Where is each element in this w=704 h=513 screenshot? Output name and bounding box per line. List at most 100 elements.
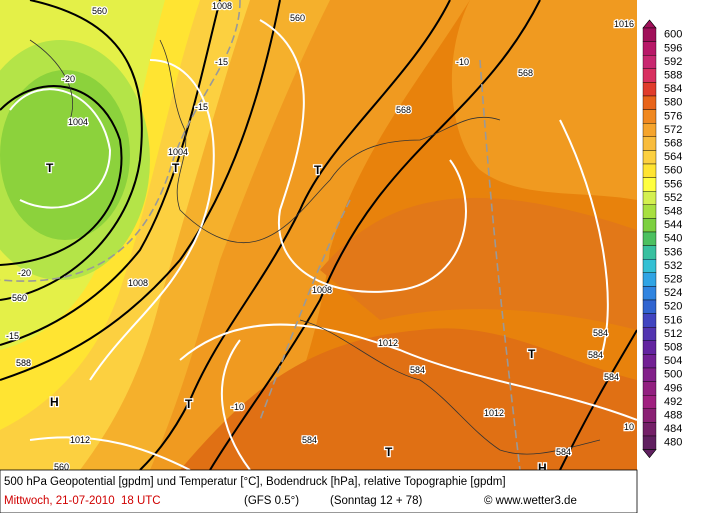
footer-model: (GFS 0.5°) [244,495,299,507]
contour-label: 584 [588,350,603,360]
legend-swatch [642,55,657,70]
contour-label: 1004 [168,147,188,157]
legend-label: 484 [664,423,682,435]
legend-label: 556 [664,178,682,190]
pressure-center-label: T [385,445,393,459]
contour-label: 584 [593,328,608,338]
legend-label: 548 [664,206,682,218]
legend-swatch [642,408,657,423]
contour-label: -15 [6,331,19,341]
legend-swatch [642,82,657,97]
legend-label: 568 [664,138,682,150]
legend-label: 488 [664,410,682,422]
legend-label: 576 [664,110,682,122]
contour-label: 1012 [378,338,398,348]
legend-swatch [642,150,657,165]
temperature-lines [0,0,521,470]
footer-description: 500 hPa Geopotential [gpdm] und Temperat… [4,476,506,488]
contour-label: 568 [396,105,411,115]
legend-label: 524 [664,287,682,299]
contour-label: 584 [604,372,619,382]
legend-swatch [642,204,657,219]
legend-label: 552 [664,192,682,204]
legend-swatch [642,367,657,382]
legend-swatch [642,435,657,450]
legend-label: 532 [664,260,682,272]
legend-label: 596 [664,42,682,54]
legend-label: 492 [664,396,682,408]
legend-swatch [642,422,657,437]
legend-arrow-top [642,19,657,29]
pressure-lines [9,19,637,470]
legend-swatch [642,327,657,342]
legend-label: 528 [664,274,682,286]
contour-label: 1008 [128,278,148,288]
legend-swatch [642,299,657,314]
legend-swatch [642,68,657,83]
legend-swatch [642,218,657,233]
legend-label: 544 [664,219,682,231]
legend-swatch [642,231,657,246]
legend-swatch [642,109,657,124]
contour-label: 1004 [68,117,88,127]
legend-swatch [642,163,657,178]
footer-run: (Sonntag 12 + 78) [330,495,423,507]
legend-label: 592 [664,56,682,68]
legend-swatch [642,41,657,56]
legend-swatch [642,259,657,274]
contour-label: 560 [290,13,305,23]
contour-label: 1012 [70,435,90,445]
pressure-center-label: T [46,161,54,175]
legend-swatch [642,272,657,287]
contour-label: 10 [624,422,634,432]
footer-credit: © www.wetter3.de [484,495,577,507]
legend-swatch [642,245,657,260]
pressure-center-label: H [50,395,59,409]
contour-label: 560 [92,6,107,16]
legend-label: 520 [664,301,682,313]
contour-label: 1008 [312,285,332,295]
legend-swatch [642,313,657,328]
footer-date: Mittwoch, 21-07-2010 18 UTC [4,495,161,507]
legend-label: 584 [664,83,682,95]
legend-swatch [642,395,657,410]
legend-label: 540 [664,233,682,245]
pressure-center-label: T [528,347,536,361]
legend-swatch [642,27,657,42]
map-labels: 560 1008 560 1016 -15 -20 1004 T 1004 T -15 -10 568 5… [5,0,636,476]
legend-label: 572 [664,124,682,136]
contour-label: -10 [231,402,244,412]
pressure-center-label: T [172,161,180,175]
map-field [0,0,637,470]
legend-swatch [642,354,657,369]
contour-label: -15 [215,57,228,67]
contour-label: 584 [302,435,317,445]
legend-swatch [642,122,657,137]
legend-label: 512 [664,328,682,340]
contour-label: -20 [62,74,75,84]
legend-label: 516 [664,314,682,326]
contour-label: 568 [518,68,533,78]
footer-box [0,469,638,513]
pressure-center-label: T [185,397,193,411]
coastlines [29,39,601,455]
legend-label: 480 [664,437,682,449]
contour-label: 1016 [614,19,634,29]
pressure-center-label: T [314,163,322,177]
legend-swatch [642,340,657,355]
legend-label: 496 [664,382,682,394]
legend-label: 508 [664,342,682,354]
legend-label: 564 [664,151,682,163]
contour-label: 584 [556,447,571,457]
legend-label: 560 [664,165,682,177]
legend-swatch [642,136,657,151]
contour-label: 1012 [484,408,504,418]
geopotential-lines [0,0,637,470]
legend-label: 600 [664,29,682,41]
contour-label: 588 [16,358,31,368]
legend-label: 536 [664,246,682,258]
legend-swatch [642,381,657,396]
